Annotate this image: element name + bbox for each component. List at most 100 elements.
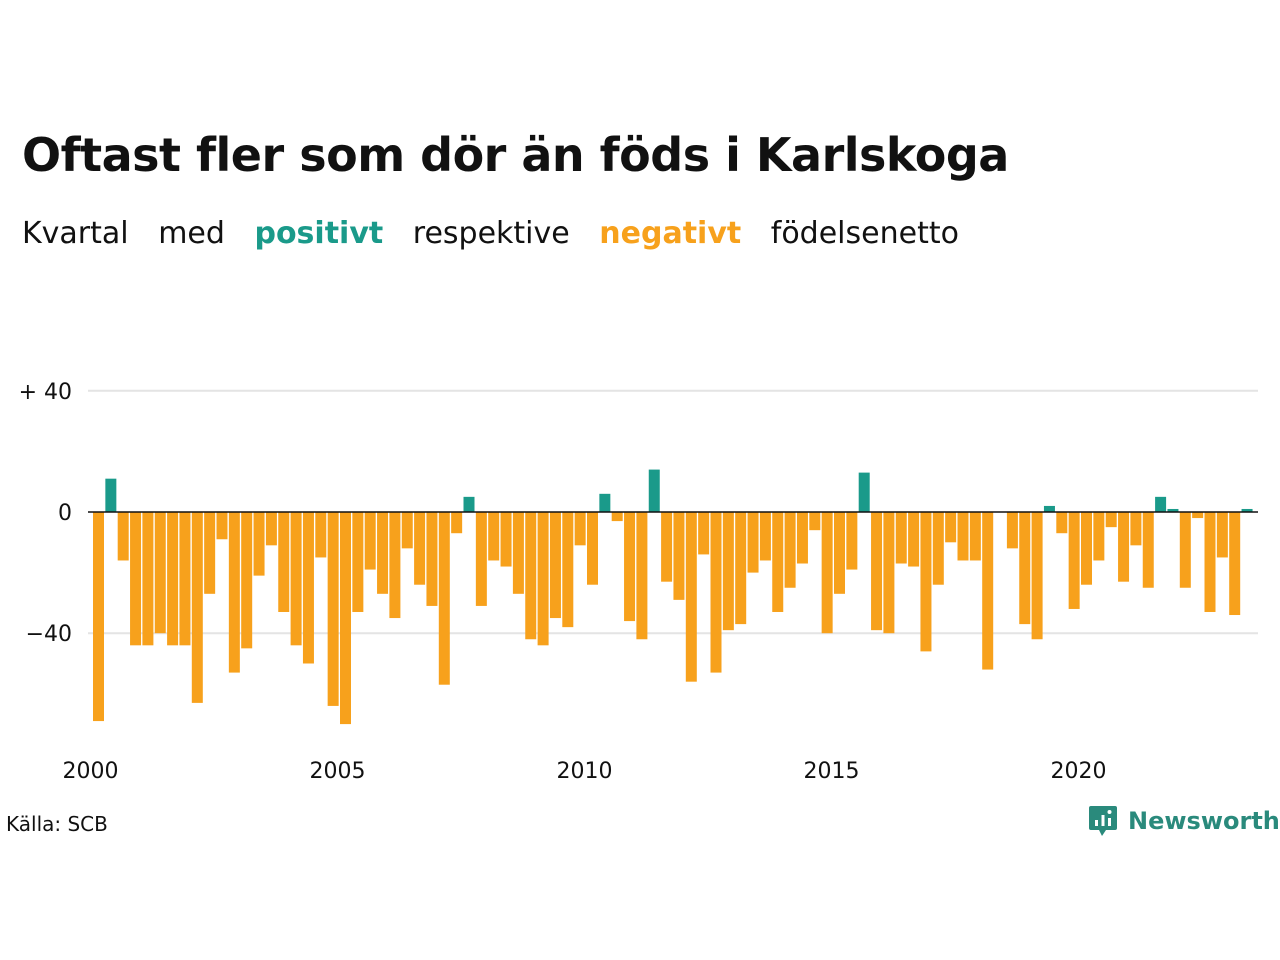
bar-negative [957,512,969,561]
source-note: Källa: SCB [6,812,108,836]
bar-negative [1093,512,1105,561]
bar-negative [624,512,636,622]
bar-negative [982,512,994,670]
bar-negative [747,512,759,573]
bar-negative [290,512,302,646]
bar-positive [648,469,660,512]
bar-negative [1229,512,1241,616]
subtitle-word: med [158,216,225,251]
newsworthy-logo-icon [1089,806,1117,836]
bar-negative [401,512,413,549]
bar-negative [377,512,389,594]
bar-negative [1179,512,1191,588]
bar-negative [1142,512,1154,588]
bar-negative [722,512,734,631]
bar-negative [834,512,845,594]
bar-negative [1019,512,1031,625]
bar-negative [772,512,784,612]
bar-negative [167,512,179,646]
newsworthy-brand[interactable]: Newsworthy [1088,804,1280,838]
bar-negative [414,512,426,585]
bar-negative [216,512,228,540]
chart-title: Oftast fler som dör än föds i Karlskoga [22,128,1009,182]
bar-negative [587,512,598,585]
grid-layer [88,389,1258,635]
bar-positive [1043,505,1055,512]
bar-negative [784,512,796,588]
bar-negative [562,512,574,628]
x-tick-label: 2015 [804,759,860,784]
bar-positive [858,472,870,512]
subtitle-negative-label: negativt [599,216,742,251]
x-tick-label: 2020 [1051,759,1107,784]
bar-negative [673,512,685,600]
subtitle-word: respektive [412,216,570,251]
bar-positive [1241,508,1253,512]
bar-negative [537,512,549,646]
bar-negative [895,512,907,564]
bar-negative [438,512,450,685]
bar-negative [932,512,944,585]
bar-negative [1192,512,1204,519]
subtitle-word: Kvartal [22,216,129,251]
bar-negative [796,512,808,564]
bar-negative [821,512,833,634]
bar-negative [636,512,648,640]
bar-negative [908,512,920,567]
bar-negative [130,512,142,646]
bar-negative [759,512,771,561]
bar-negative [265,512,277,546]
bar-negative [228,512,240,673]
bar-negative [315,512,327,558]
bar-negative [512,512,524,594]
bar-negative [883,512,895,634]
bar-negative [352,512,364,612]
chart-subtitle: Kvartal med positivt respektive negativt… [22,216,979,251]
bar-negative [154,512,166,634]
bar-positive [105,478,117,512]
bar-negative [179,512,191,646]
bar-negative [969,512,981,561]
bar-negative [1031,512,1043,640]
bar-negative [1130,512,1142,546]
bar-negative [327,512,339,706]
bar-negative [1006,512,1018,549]
bar-negative [364,512,376,570]
bar-negative [117,512,129,561]
x-tick-label: 2005 [310,759,366,784]
y-tick-label: + 40 [19,380,72,405]
bar-positive [463,496,475,512]
bar-negative [278,512,290,612]
bar-negative [475,512,487,606]
bar-negative [204,512,216,594]
bar-negative [93,512,104,722]
axis-layer: + 40 0 −40 2000 2005 2010 2015 2020 [19,380,1258,784]
bar-negative [661,512,673,582]
bar-negative [1081,512,1092,585]
x-tick-label: 2000 [63,759,119,784]
bar-negative [525,512,537,640]
bar-negative [710,512,722,673]
bar-negative [1216,512,1228,558]
bar-negative [735,512,747,625]
bar-negative [574,512,586,546]
bar-negative [191,512,203,703]
bar-negative [426,512,438,606]
bar-negative [500,512,512,567]
y-tick-label: −40 [26,622,72,647]
subtitle-positive-label: positivt [254,216,384,251]
subtitle-word: födelsenetto [770,216,959,251]
bar-negative [1056,512,1068,534]
bar-negative [142,512,154,646]
bar-negative [1118,512,1130,582]
bar-negative [340,512,351,725]
bar-negative [809,512,821,531]
bars-layer [93,469,1253,725]
bar-negative [253,512,265,576]
y-tick-label: 0 [58,501,72,526]
bar-negative [611,512,623,522]
bar-positive [1155,496,1167,512]
bar-negative [920,512,932,652]
bar-negative [389,512,401,619]
